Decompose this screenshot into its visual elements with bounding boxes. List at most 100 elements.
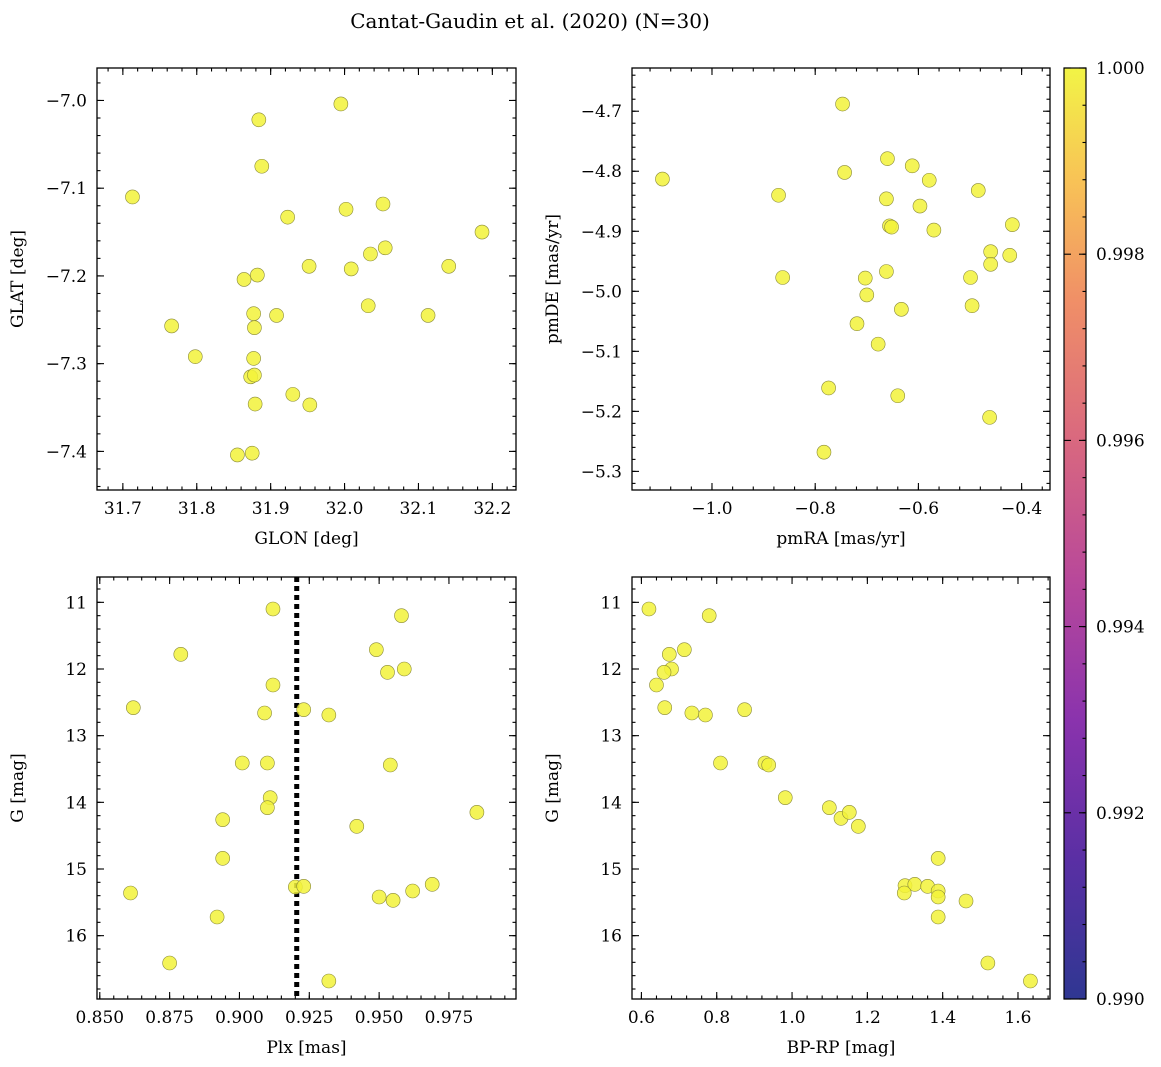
x-tick-label: 1.6 [1004,1008,1031,1028]
y-tick-label: −5.3 [581,462,622,482]
data-point [474,224,490,240]
data-point [385,893,401,908]
y-tick-label: −5.0 [581,282,622,302]
data-point [930,889,946,905]
x-tick-label: 0.6 [628,1008,655,1028]
data-point [980,955,996,971]
y-axis-label: G [mag] [543,753,563,822]
y-tick-label: −7.3 [46,355,87,375]
x-tick-label: 0.925 [285,1008,334,1028]
data-point [890,388,906,404]
y-tick-label: 15 [65,860,87,880]
figure-title: Cantat-Gaudin et al. (2020) (N=30) [350,9,710,33]
data-point [265,677,281,693]
data-point [775,270,790,285]
colorbar-tick-label: 0.998 [1096,245,1145,265]
data-point [247,320,262,335]
data-point [162,955,177,971]
data-point [246,351,261,366]
data-point [247,367,262,383]
x-tick-label: 31.7 [104,499,142,519]
y-axis-label: pmDE [mas/yr] [543,214,563,344]
y-tick-label: 12 [65,660,87,680]
colorbar-gradient [1063,67,1087,1000]
y-tick-label: −7.2 [46,267,87,287]
data-point [296,702,312,717]
data-point [246,306,261,321]
data-point [1002,247,1018,263]
x-tick-label: 31.8 [178,499,216,519]
x-tick-label: 0.850 [75,1008,124,1028]
data-point [983,256,998,272]
data-point [375,196,391,212]
y-tick-label: 11 [600,593,622,613]
y-tick-label: −4.9 [581,222,622,242]
data-point [857,270,873,286]
data-point [641,601,657,617]
data-point [424,877,440,892]
data-point [244,445,260,461]
y-tick-label: 14 [65,793,87,813]
data-point [737,702,752,717]
data-point [649,677,664,693]
data-point [265,601,281,617]
data-point [126,700,141,715]
data-point [698,707,713,723]
x-tick-label: 32.2 [473,499,511,519]
data-point [1023,973,1038,989]
data-point [816,444,832,460]
x-tick-label: −0.8 [795,499,836,519]
data-point [321,973,337,989]
data-point [269,308,284,323]
y-tick-label: 14 [600,793,622,813]
data-point [260,755,275,771]
data-point [285,387,301,402]
data-point [870,336,886,352]
x-tick-label: −1.0 [691,499,732,519]
data-point [247,396,263,412]
x-tick-label: 32.0 [326,499,364,519]
data-point [302,397,318,413]
data-point [251,112,267,128]
data-point [215,851,230,866]
y-tick-label: −4.8 [581,162,622,182]
data-point [684,705,700,721]
y-tick-label: 15 [600,860,622,880]
x-tick-label: −0.4 [1001,499,1042,519]
x-axis-label: GLON [deg] [254,529,358,549]
data-point [963,270,978,285]
data-point [849,316,865,332]
y-axis-label: GLAT [deg] [8,230,28,328]
data-point [187,349,203,364]
data-point [380,665,395,680]
y-tick-label: −5.2 [581,402,622,422]
panel-glon-glat: 31.7 31.8 31.9 32.0 32.1 32.2 −7.4 −7.3 −7.2 −7.1… [8,67,517,549]
data-point [441,258,457,274]
data-point [215,812,230,827]
data-point [164,318,179,334]
data-point [771,187,786,203]
data-point [821,380,836,396]
x-tick-label: 0.875 [145,1008,194,1028]
panel-pmra-pmde: −1.0 −0.8 −0.6 −0.4 −5.3 −5.2 −5.1 −5.0 −4.9 −4.8… [543,67,1051,549]
axes-frame [631,67,1051,491]
x-tick-label: 32.1 [400,499,438,519]
data-point [343,261,359,277]
y-axis-label: G [mag] [8,753,28,822]
data-point [930,851,946,866]
panel-bprp-g: 0.6 0.8 1.0 1.2 1.4 1.6 11 12 13 14 15 16 BP-RP [mag… [543,576,1051,1058]
data-point [349,819,365,834]
axes-frame [96,67,517,491]
x-tick-label: 0.8 [703,1008,730,1028]
panel-plx-g: 0.850 0.875 0.900 0.925 0.950 0.975 11 12 13 14 15… [8,576,517,1058]
y-tick-label: −7.4 [46,442,87,462]
data-point [930,909,946,925]
data-point [420,308,436,323]
data-point [841,805,857,820]
data-point [835,96,850,112]
x-tick-label: −0.6 [898,499,939,519]
x-axis-label: pmRA [mas/yr] [776,529,905,549]
data-point [396,661,412,677]
data-point [904,158,920,174]
colorbar-tick-label: 0.992 [1096,804,1145,824]
